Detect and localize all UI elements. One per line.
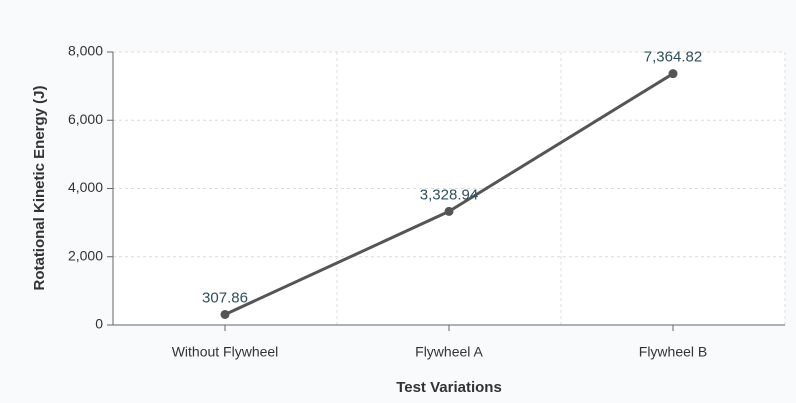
point	[668, 69, 678, 79]
y-tick-label: 6,000	[68, 111, 103, 127]
y-tick-label: 0	[95, 316, 103, 332]
value-label: 3,328.94	[420, 186, 478, 203]
y-axis-title: Rotational Kinetic Energy (J)	[31, 85, 48, 290]
x-axis-title: Test Variations	[396, 379, 502, 396]
x-tick-label: Flywheel B	[639, 344, 707, 360]
value-label: 7,364.82	[644, 49, 702, 66]
y-tick-label: 2,000	[68, 247, 103, 263]
x-tick-label: Without Flywheel	[172, 344, 279, 360]
y-tick-label: 8,000	[68, 43, 103, 59]
value-label: 307.86	[202, 289, 248, 306]
point	[220, 309, 230, 319]
point	[444, 206, 454, 216]
x-tick-label: Flywheel A	[415, 344, 483, 360]
y-tick-label: 4,000	[68, 179, 103, 195]
